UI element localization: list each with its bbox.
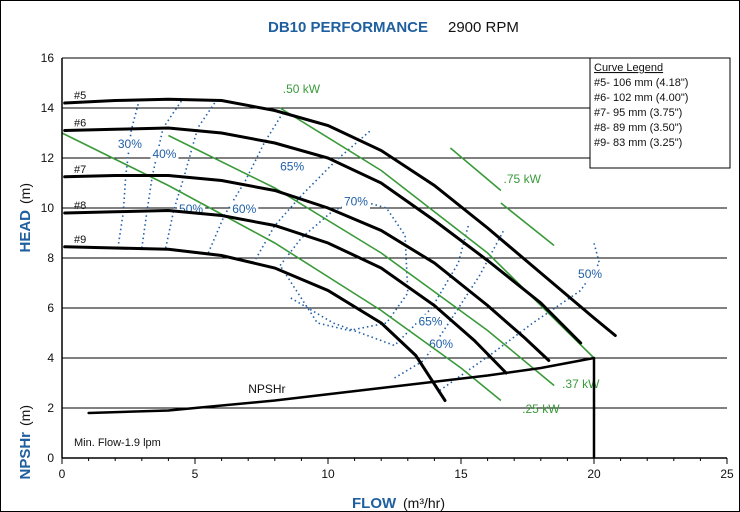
y-tick-label: 16 (41, 51, 55, 65)
y-tick-label: 4 (47, 351, 54, 365)
efficiency-label-bg (230, 202, 259, 216)
y-tick-label: 10 (41, 201, 55, 215)
legend-item: #9- 83 mm (3.25") (594, 137, 682, 149)
efficiency-label: 30% (118, 137, 142, 151)
y-axis-unit-npsh: (m) (17, 405, 33, 426)
efficiency-label-bg (278, 159, 307, 174)
power-label: .37 kW (562, 377, 600, 391)
head-curve (63, 126, 583, 345)
efficiency-label-bg (416, 314, 445, 329)
curve-label: #9 (74, 234, 86, 246)
x-axis-label: FLOW (352, 495, 397, 512)
efficiency-label: 70% (344, 195, 368, 209)
y-tick-label: 0 (47, 451, 54, 465)
efficiency-label-bg (341, 194, 370, 209)
efficiency-label: 60% (232, 202, 256, 216)
efficiency-label-bg (576, 267, 605, 281)
curve-label: #5 (74, 90, 86, 102)
power-line (168, 134, 555, 387)
efficiency-lines: 30%40%50% 60%65%70%65%60%50% (115, 100, 605, 392)
y-axis-label-npsh: NPSHr (17, 432, 34, 480)
npshr-line (87, 356, 596, 415)
npshr-curve: NPSHr (87, 356, 596, 415)
npsh-axis-label-group: NPSHr (m) (17, 405, 34, 480)
head-curve (63, 208, 508, 375)
power-line (500, 202, 555, 247)
y-tick-label: 2 (47, 401, 54, 415)
efficiency-label-bg (150, 147, 179, 161)
axes: 0 5 10 15 20 25 0 2 4 6 8 10 12 14 16 (41, 51, 734, 481)
head-curve (63, 174, 551, 362)
x-tick-label: 10 (321, 467, 335, 481)
legend-item: #8- 89 mm (3.50") (594, 122, 682, 134)
efficiency-line (164, 100, 217, 249)
power-line (449, 147, 502, 192)
chart-title: DB10 PERFORMANCE (268, 19, 428, 36)
efficiency-label: 50% (578, 267, 602, 281)
y-tick-label: 6 (47, 301, 54, 315)
efficiency-line (279, 199, 409, 332)
efficiency-label-bg (427, 337, 456, 351)
curve-label: #6 (74, 118, 86, 130)
x-axis-unit: (m³/hr) (403, 495, 445, 511)
curve-label: #8 (74, 200, 86, 212)
efficiency-label: 65% (418, 315, 442, 329)
curve-labels: #5 #6 #7 #8 #9 (74, 90, 86, 246)
y-tick-label: 14 (41, 101, 55, 115)
efficiency-label-bg (115, 137, 144, 151)
head-curve (63, 97, 617, 337)
x-tick-label: 5 (192, 467, 199, 481)
legend-title: Curve Legend (594, 62, 663, 74)
y-axis-unit-head: (m) (17, 183, 33, 204)
chart-subtitle: 2900 RPM (448, 19, 519, 36)
x-tick-label: 25 (720, 467, 734, 481)
efficiency-line (439, 242, 601, 392)
npshr-label: NPSHr (248, 382, 285, 396)
power-label: .25 kW (522, 402, 560, 416)
efficiency-label: 40% (152, 147, 176, 161)
curve-label: #7 (74, 164, 86, 176)
y-axis-label-head: HEAD (17, 210, 34, 253)
efficiency-label: 65% (280, 160, 304, 174)
power-line (279, 107, 595, 359)
curve-legend: Curve Legend #5- 106 mm (4.18") #6- 102 … (589, 57, 731, 169)
efficiency-label: 60% (429, 337, 453, 351)
power-label: .50 kW (283, 82, 321, 96)
y-tick-label: 8 (47, 251, 54, 265)
legend-item: #6- 102 mm (4.00") (594, 92, 688, 104)
efficiency-line (290, 222, 470, 347)
head-axis-label-group: HEAD (m) (17, 183, 34, 253)
x-tick-label: 20 (587, 467, 601, 481)
x-tick-label: 0 (59, 467, 66, 481)
power-label: .75 kW (504, 172, 542, 186)
y-tick-label: 12 (41, 151, 55, 165)
head-curve (63, 245, 447, 402)
min-flow-note: Min. Flow-1.9 lpm (74, 437, 161, 449)
head-curves (63, 97, 617, 402)
legend-item: #7- 95 mm (3.75") (594, 107, 682, 119)
efficiency-line (207, 112, 284, 254)
legend-item: #5- 106 mm (4.18") (594, 77, 688, 89)
x-tick-label: 15 (454, 467, 468, 481)
